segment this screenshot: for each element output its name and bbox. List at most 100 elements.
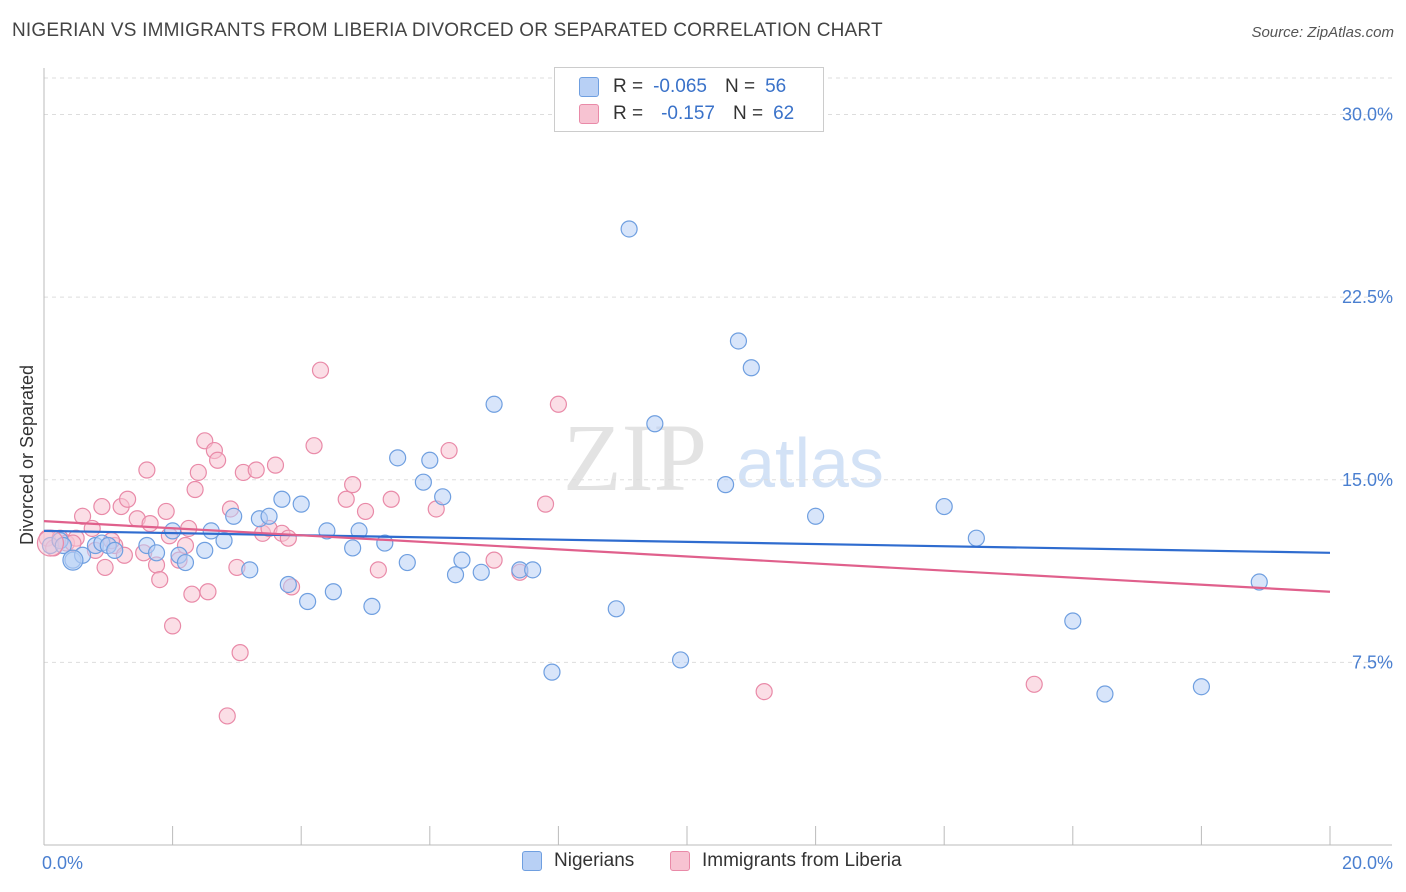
legend-swatch-blue [579,77,599,97]
y-tick-label: 15.0% [1342,470,1393,490]
liberia-point [311,361,330,379]
liberia-point [141,514,159,533]
nigerian-point [164,522,182,540]
liberia-point [157,502,175,521]
series-legend-liberia[interactable]: Immigrants from Liberia [670,850,902,872]
nigerian-point [742,359,760,377]
legend-r-label: R = [613,103,644,124]
liberia-point [369,561,387,579]
nigerian-point [716,476,735,494]
nigerian-point [299,592,317,611]
legend-n-value: 56 [765,76,787,97]
nigerian-point [363,597,381,615]
legend-n-label: N = [724,76,756,97]
nigerian-point [671,651,690,669]
series-swatch-blue [522,851,542,871]
trend-lines [43,520,1331,593]
y-axis-label: Divorced or Separated [17,365,37,545]
liberia-trend-line [43,520,1331,593]
nigerian-point [434,488,452,506]
watermark-atlas: atlas [736,424,884,502]
liberia-point [440,441,458,460]
liberia-point [199,583,217,601]
axes [43,68,1392,846]
liberia-point [755,682,773,701]
series-legend-nigerians[interactable]: Nigerians [522,850,634,872]
nigerian-point [273,490,291,508]
liberia-point [218,707,236,725]
nigerian-point [935,497,953,516]
nigerian-point [324,583,342,601]
legend-r-value: -0.065 [653,76,707,97]
nigerian-point [196,541,214,559]
nigerian-point [646,415,664,433]
y-tick-label: 7.5% [1352,652,1393,672]
liberia-point [305,437,323,455]
legend-n-value: 62 [773,103,795,124]
nigerian-point [389,449,407,467]
liberia-point [231,644,249,662]
liberia-point [356,502,375,521]
liberia-point [151,570,169,589]
liberia-point [189,463,207,482]
liberia-point [118,490,137,508]
nigerian-point [421,451,439,469]
data-points [36,220,1268,725]
nigerian-point [241,561,259,579]
nigerian-point [344,539,362,557]
nigerian-point [1064,612,1082,630]
liberia-point [138,461,156,479]
nigerian-point [1250,573,1268,591]
legend-n-label: N = [732,103,764,124]
liberia-point [247,461,265,479]
nigerian-point [147,544,166,562]
liberia-point [186,480,204,499]
x-tick-label: 20.0% [1342,853,1393,873]
series-label: Immigrants from Liberia [702,850,902,871]
liberia-point [164,617,182,635]
liberia-point [209,451,227,469]
nigerian-point [472,563,490,581]
liberia-point [382,490,400,508]
liberia-point [344,476,362,494]
nigerian-point [292,495,310,513]
legend-swatch-pink [579,104,599,124]
nigerian-point [729,332,748,350]
liberia-point [93,497,111,516]
liberia-point [337,490,355,508]
nigerian-point [62,549,84,571]
watermark-zip: ZIP [563,404,707,511]
nigerian-point [225,507,243,525]
legend-row-liberia: R = -0.157 N = 62 [579,101,794,127]
nigerian-trend-line [43,529,1331,554]
legend-row-nigerians: R = -0.065 N = 56 [579,74,786,100]
axis-labels: 7.5% 15.0% 22.5% 30.0% 0.0% 20.0% Divorced or … [17,105,1393,873]
nigerian-point [453,551,471,569]
nigerian-point [176,553,195,572]
legend-r-value: -0.157 [661,103,715,124]
chart-title: NIGERIAN VS IMMIGRANTS FROM LIBERIA DIVO… [12,20,883,41]
source-label: Source: ZipAtlas.com [1251,24,1394,41]
nigerian-point [260,507,278,525]
liberia-point [96,558,114,577]
x-tick-label: 0.0% [42,853,83,873]
series-legend: Nigerians Immigrants from Liberia [0,850,1406,880]
nigerian-point [106,541,124,559]
liberia-point [549,395,568,413]
liberia-point [1025,675,1043,693]
series-label: Nigerians [554,850,635,871]
nigerian-point [446,566,465,584]
nigerian-point [1096,685,1114,703]
liberia-point [266,456,285,474]
nigerian-point [279,575,297,594]
nigerian-point [414,473,432,491]
nigerian-point [967,529,985,547]
liberia-point [183,585,201,603]
nigerian-point [543,663,561,681]
liberia-point [536,495,555,513]
nigerian-point [806,507,825,525]
nigerian-point [1192,678,1211,696]
liberia-point [36,529,65,557]
liberia-point [279,529,297,547]
